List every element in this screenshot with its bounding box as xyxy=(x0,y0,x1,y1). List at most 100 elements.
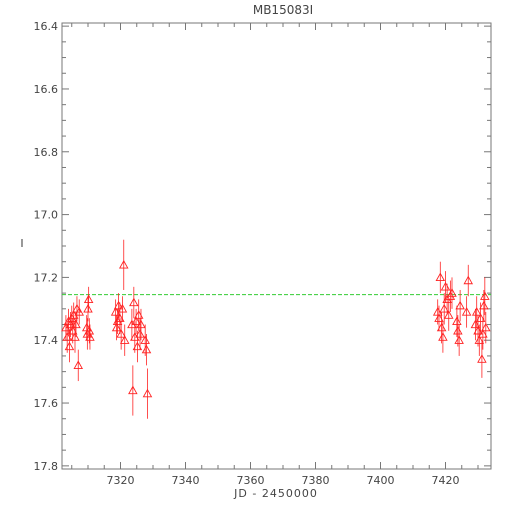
data-point xyxy=(453,315,463,347)
triangle-marker xyxy=(71,319,81,329)
triangle-marker xyxy=(443,310,454,319)
triangle-marker xyxy=(83,294,94,304)
x-tick-label: 7340 xyxy=(172,474,200,487)
axis-tick-labels: 7320 7340 7360 7380 7400 7420 16.4 16.6 16.8 17.0… xyxy=(34,20,460,487)
triangle-marker xyxy=(130,332,140,341)
data-point xyxy=(471,296,482,328)
triangle-marker xyxy=(113,300,124,310)
y-tick-label: 17.6 xyxy=(34,397,59,410)
triangle-marker xyxy=(141,344,152,354)
data-point xyxy=(117,296,128,322)
x-tick-label: 7380 xyxy=(302,474,330,487)
data-point xyxy=(461,296,472,328)
triangle-marker xyxy=(473,325,483,335)
triangle-marker xyxy=(480,291,490,300)
y-axis-label: I xyxy=(20,237,23,250)
triangle-marker xyxy=(61,322,71,332)
triangle-marker xyxy=(453,325,463,335)
triangle-marker xyxy=(477,354,487,363)
data-point xyxy=(135,318,145,350)
triangle-marker xyxy=(474,335,485,344)
data-point xyxy=(481,311,491,344)
data-point xyxy=(455,289,465,322)
data-point xyxy=(439,293,449,325)
triangle-marker xyxy=(73,360,84,370)
triangle-marker xyxy=(442,294,452,304)
data-point xyxy=(129,286,139,319)
data-point xyxy=(436,311,447,344)
data-points xyxy=(61,239,491,419)
triangle-marker xyxy=(142,388,153,398)
triangle-marker xyxy=(478,329,488,338)
triangle-marker xyxy=(118,259,129,269)
y-tick-label: 16.6 xyxy=(34,83,59,96)
triangle-marker xyxy=(479,300,489,310)
triangle-marker xyxy=(131,316,141,326)
triangle-marker xyxy=(128,385,138,395)
triangle-marker xyxy=(136,319,146,329)
triangle-marker xyxy=(439,303,449,313)
data-point xyxy=(470,308,481,341)
data-point xyxy=(70,321,80,353)
data-point xyxy=(141,333,152,366)
data-point xyxy=(118,239,129,290)
y-tick-label: 16.4 xyxy=(34,20,59,33)
data-point xyxy=(443,299,454,331)
triangle-marker xyxy=(447,288,457,297)
data-point xyxy=(140,324,150,356)
triangle-marker xyxy=(64,341,75,351)
data-point xyxy=(119,324,130,356)
data-point xyxy=(113,293,124,319)
triangle-marker xyxy=(481,322,491,332)
data-point xyxy=(480,277,490,316)
triangle-marker xyxy=(454,335,464,344)
triangle-marker xyxy=(461,307,472,316)
data-point xyxy=(452,305,462,338)
triangle-marker xyxy=(436,322,447,332)
x-tick-label: 7360 xyxy=(237,474,265,487)
data-point xyxy=(438,321,448,353)
triangle-marker xyxy=(127,319,137,329)
plot-frame xyxy=(61,22,492,470)
x-tick-label: 7420 xyxy=(432,474,460,487)
data-point xyxy=(132,330,143,363)
y-tick-label: 17.2 xyxy=(34,271,59,284)
data-point xyxy=(73,349,84,382)
triangle-marker xyxy=(117,303,128,313)
triangle-marker xyxy=(435,272,446,282)
triangle-marker xyxy=(132,341,143,351)
triangle-marker xyxy=(70,332,80,341)
data-point xyxy=(71,311,81,338)
y-tick-label: 16.8 xyxy=(34,146,59,159)
data-point xyxy=(142,368,153,419)
triangle-marker xyxy=(135,329,145,338)
triangle-marker xyxy=(452,316,462,326)
data-point xyxy=(116,318,126,350)
data-point xyxy=(434,305,444,331)
triangle-marker xyxy=(116,329,126,338)
triangle-marker xyxy=(74,307,84,316)
data-point xyxy=(131,308,141,334)
data-point xyxy=(432,299,443,325)
triangle-marker xyxy=(434,313,444,322)
data-point xyxy=(435,261,446,294)
triangle-marker xyxy=(115,313,125,322)
data-point xyxy=(74,299,84,325)
triangle-marker xyxy=(471,307,482,316)
data-point xyxy=(463,264,474,297)
triangle-marker xyxy=(455,300,465,310)
x-tick-label: 7400 xyxy=(367,474,395,487)
triangle-marker xyxy=(463,275,474,285)
axis-ticks xyxy=(62,23,491,469)
data-point xyxy=(454,324,464,356)
triangle-marker xyxy=(85,332,95,341)
data-point xyxy=(477,340,487,378)
y-tick-label: 17.8 xyxy=(34,460,59,473)
data-point xyxy=(473,315,483,347)
triangle-marker xyxy=(470,319,481,329)
data-point xyxy=(64,330,75,363)
chart-title: MB15083I xyxy=(253,3,313,17)
data-point xyxy=(83,296,93,322)
x-axis-label: JD - 2450000 xyxy=(233,487,318,500)
